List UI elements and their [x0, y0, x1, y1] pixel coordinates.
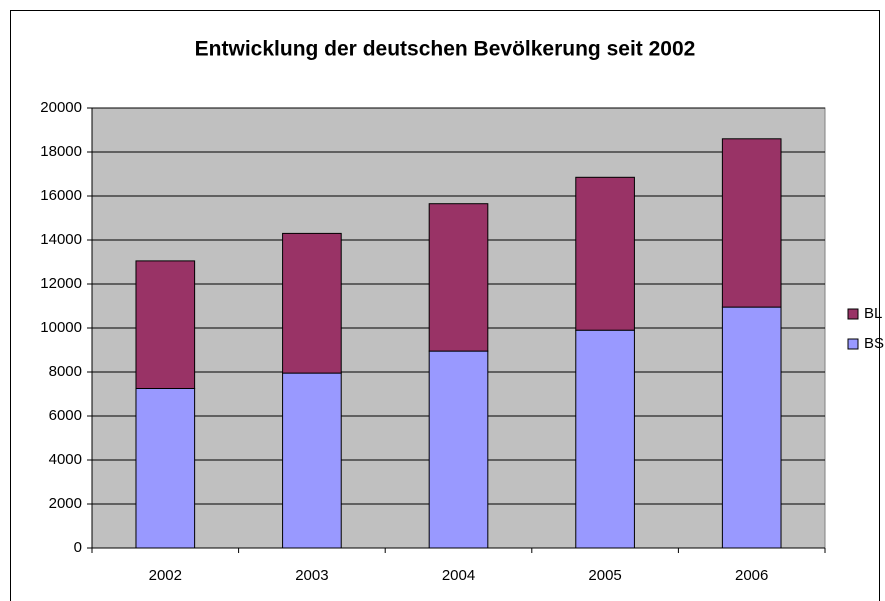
y-tick-label: 2000 [49, 495, 82, 512]
y-tick-label: 8000 [49, 363, 82, 380]
bar-segment [721, 306, 782, 549]
y-tick-label: 14000 [40, 231, 82, 248]
y-tick-label: 20000 [40, 99, 82, 116]
x-tick-label: 2002 [149, 567, 182, 584]
bar-segment [575, 329, 635, 549]
legend-swatch [847, 308, 859, 320]
bar-segment [428, 203, 489, 352]
y-tick-label: 10000 [40, 319, 82, 336]
bar-segment [282, 232, 342, 374]
x-tick-label: 2006 [735, 567, 768, 584]
x-tick-label: 2005 [588, 567, 621, 584]
bar-segment [135, 388, 196, 549]
y-tick-label: 12000 [40, 275, 82, 292]
bar-segment [282, 372, 342, 549]
bar-segment [721, 138, 782, 308]
y-tick-label: 16000 [40, 187, 82, 204]
y-tick-label: 0 [74, 539, 82, 556]
x-tick-label: 2004 [442, 567, 475, 584]
legend-swatch [847, 338, 859, 350]
legend-label: BS [864, 335, 884, 352]
y-tick-label: 6000 [49, 407, 82, 424]
y-tick-label: 18000 [40, 143, 82, 160]
x-tick-label: 2003 [295, 567, 328, 584]
legend-label: BL [864, 305, 882, 322]
y-tick-label: 4000 [49, 451, 82, 468]
chart-title: Entwicklung der deutschen Bevölkerung se… [195, 38, 696, 61]
bar-segment [428, 350, 489, 549]
bar-segment [135, 260, 196, 389]
bar-segment [575, 176, 635, 331]
